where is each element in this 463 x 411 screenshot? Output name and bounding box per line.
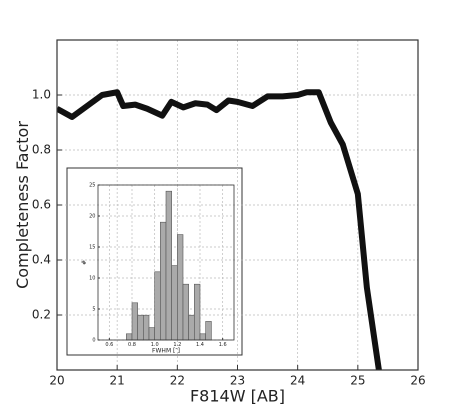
- x-tick-label: 22: [170, 373, 185, 387]
- y-tick-label: 0.6: [32, 198, 51, 212]
- x-tick-label: 1.2: [173, 342, 181, 348]
- y-tick-label: 0.8: [32, 143, 51, 157]
- hist-bar: [148, 327, 155, 341]
- hist-bar: [199, 333, 206, 341]
- x-tick-label: 21: [110, 373, 125, 387]
- axes-frame: [56, 39, 419, 371]
- hist-bar: [143, 314, 150, 341]
- hist-bar: [165, 190, 172, 341]
- hist-bar: [126, 333, 133, 341]
- hist-bar: [205, 321, 212, 341]
- x-tick-label: 0.6: [105, 342, 113, 348]
- x-tick-label: 20: [49, 373, 64, 387]
- hist-bar: [188, 314, 195, 341]
- x-tick-label: 23: [230, 373, 245, 387]
- hist-bar: [194, 283, 201, 341]
- y-tick-label: 0.2: [32, 308, 51, 322]
- y-tick-label: 10: [89, 276, 95, 282]
- x-axis-label: FWHM [″]: [152, 347, 180, 354]
- x-tick-label: 1.6: [219, 342, 227, 348]
- x-tick-label: 1.4: [196, 342, 204, 348]
- hist-bar: [182, 283, 189, 341]
- axes-frame: [97, 184, 235, 341]
- hist-bar: [177, 234, 184, 341]
- hist-bar: [137, 314, 144, 341]
- y-axis-label: #: [81, 260, 88, 265]
- y-tick-label: 15: [89, 245, 95, 251]
- y-axis-label: Completeness Factor: [13, 121, 32, 289]
- y-tick-label: 1.0: [32, 88, 51, 102]
- y-tick-label: 5: [92, 307, 95, 313]
- x-tick-label: 1.0: [151, 342, 159, 348]
- x-axis-label: F814W [AB]: [190, 387, 285, 406]
- hist-bar: [131, 302, 138, 341]
- hist-bar: [160, 221, 167, 341]
- y-tick-label: 25: [89, 183, 95, 189]
- x-tick-label: 0.8: [128, 342, 136, 348]
- y-tick-label: 20: [89, 214, 95, 220]
- data-line: [57, 89, 382, 370]
- x-tick-label: 24: [290, 373, 305, 387]
- y-tick-label: 0.4: [32, 253, 51, 267]
- y-tick-label: 0: [92, 338, 95, 344]
- x-tick-label: 25: [350, 373, 365, 387]
- hist-bar: [171, 265, 178, 341]
- hist-bar: [154, 271, 161, 341]
- x-tick-label: 26: [410, 373, 425, 387]
